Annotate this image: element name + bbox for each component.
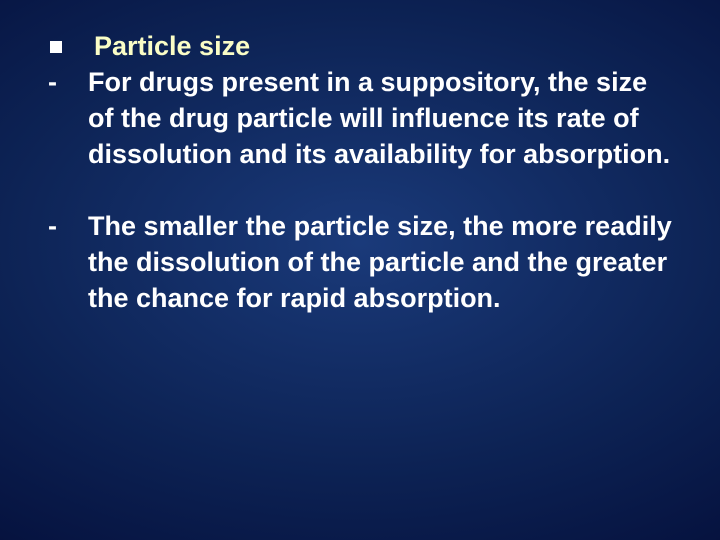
paragraph-gap <box>48 172 672 208</box>
body-text-2: The smaller the particle size, the more … <box>88 208 672 316</box>
bullet-item-title: Particle size <box>48 28 672 64</box>
bullet-item-body-1: - For drugs present in a suppository, th… <box>48 64 672 172</box>
body-text-1: For drugs present in a suppository, the … <box>88 64 672 172</box>
slide-content: Particle size - For drugs present in a s… <box>0 0 720 540</box>
title-text: Particle size <box>94 28 250 64</box>
dash-bullet-icon: - <box>48 208 88 244</box>
dash-bullet-icon: - <box>48 64 88 100</box>
square-bullet-icon <box>48 28 88 58</box>
bullet-item-body-2: - The smaller the particle size, the mor… <box>48 208 672 316</box>
